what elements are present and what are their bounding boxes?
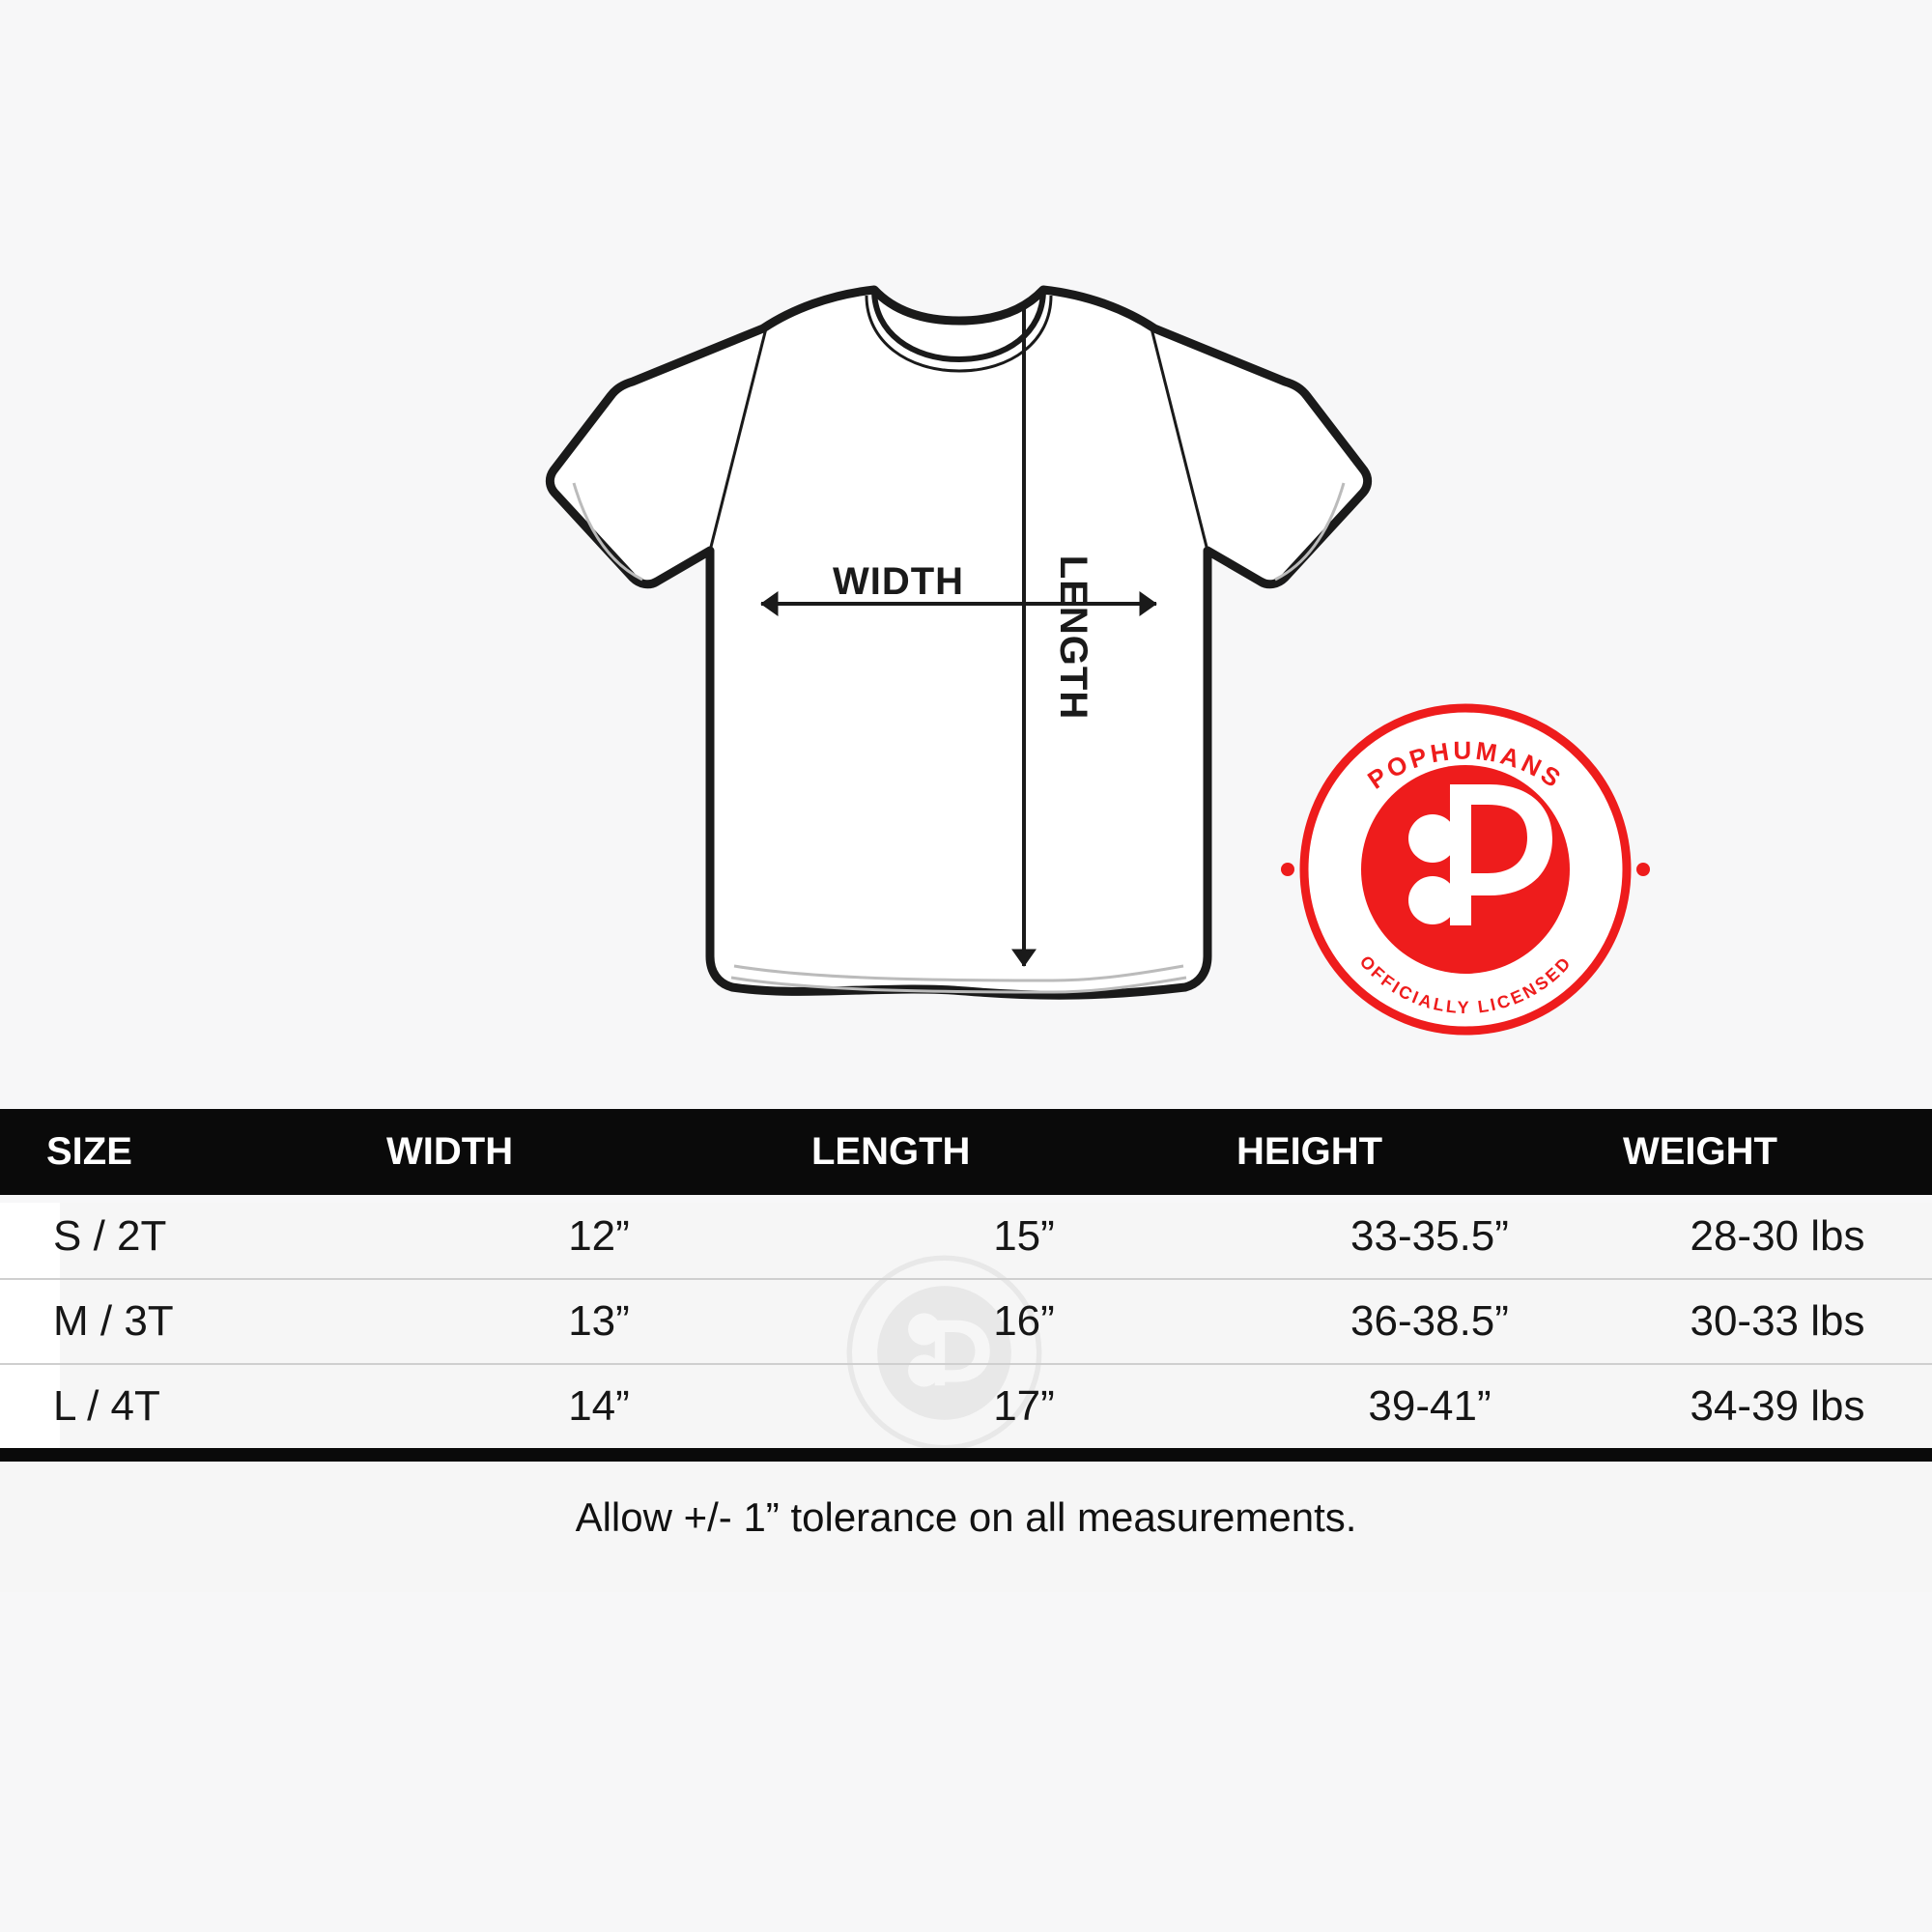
svg-text:LENGTH: LENGTH	[1052, 555, 1094, 720]
svg-text:WIDTH: WIDTH	[833, 560, 964, 603]
